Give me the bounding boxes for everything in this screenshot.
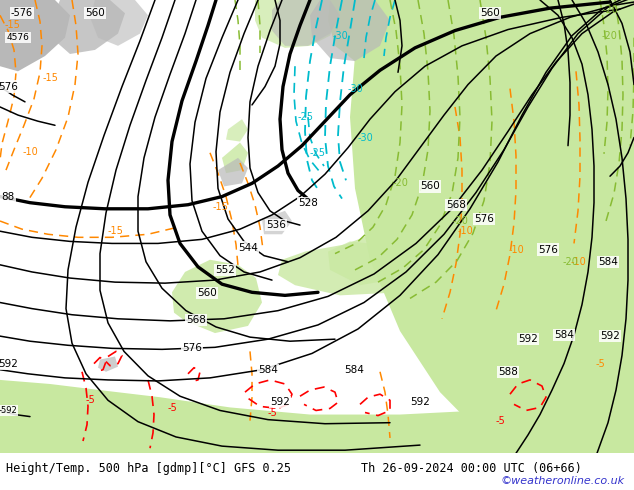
Text: 592: 592 [270, 397, 290, 407]
Text: -30: -30 [357, 132, 373, 143]
Polygon shape [0, 380, 634, 453]
Text: -30: -30 [332, 31, 348, 41]
Text: -15: -15 [212, 202, 228, 212]
Text: 568: 568 [186, 315, 206, 325]
Text: 592: 592 [410, 397, 430, 407]
Text: -10: -10 [508, 245, 524, 254]
Polygon shape [350, 0, 634, 453]
Text: -576: -576 [11, 8, 33, 18]
Polygon shape [428, 61, 560, 147]
Text: 560: 560 [420, 181, 440, 192]
Text: 588: 588 [498, 367, 518, 377]
Text: 560: 560 [197, 288, 217, 298]
Text: -5: -5 [595, 359, 605, 368]
Text: 584: 584 [554, 330, 574, 340]
Text: -30: -30 [347, 84, 363, 94]
Polygon shape [52, 0, 125, 54]
Text: -20: -20 [392, 178, 408, 188]
Polygon shape [222, 143, 248, 173]
Text: 560: 560 [480, 8, 500, 18]
Polygon shape [328, 0, 420, 61]
Text: 584: 584 [598, 257, 618, 267]
Text: 544: 544 [238, 243, 258, 252]
Text: 568: 568 [446, 200, 466, 210]
Text: -592: -592 [0, 406, 17, 415]
Text: -20: -20 [602, 5, 618, 15]
Polygon shape [272, 0, 340, 46]
Text: 592: 592 [600, 331, 620, 341]
Text: 584: 584 [344, 365, 364, 375]
Polygon shape [255, 0, 340, 48]
Text: -10: -10 [570, 257, 586, 267]
Polygon shape [328, 242, 395, 285]
Polygon shape [262, 211, 292, 234]
Text: 576: 576 [474, 214, 494, 224]
Text: Height/Temp. 500 hPa [gdmp][°C] GFS 0.25: Height/Temp. 500 hPa [gdmp][°C] GFS 0.25 [6, 462, 292, 475]
Text: 592: 592 [0, 359, 18, 368]
Text: -20: -20 [452, 216, 468, 226]
Polygon shape [278, 209, 475, 295]
Text: -25: -25 [298, 112, 314, 122]
Text: -15: -15 [42, 74, 58, 83]
Text: 576: 576 [182, 343, 202, 353]
Text: Th 26-09-2024 00:00 UTC (06+66): Th 26-09-2024 00:00 UTC (06+66) [361, 462, 582, 475]
Text: 552: 552 [215, 265, 235, 275]
Text: -10: -10 [22, 147, 38, 157]
Text: 584: 584 [258, 365, 278, 375]
Polygon shape [172, 260, 262, 333]
Text: 4576: 4576 [6, 33, 29, 42]
Text: -15: -15 [4, 21, 20, 30]
Text: 536: 536 [266, 220, 286, 230]
Polygon shape [226, 119, 248, 142]
Text: 88: 88 [1, 192, 15, 201]
Text: 576: 576 [538, 245, 558, 254]
Text: -15: -15 [107, 226, 123, 236]
Polygon shape [218, 158, 248, 186]
Text: -20: -20 [562, 257, 578, 267]
Text: -25: -25 [310, 148, 326, 158]
Polygon shape [310, 0, 390, 61]
Text: -10: -10 [457, 226, 473, 236]
Text: 576: 576 [0, 81, 18, 92]
Text: 592: 592 [518, 334, 538, 344]
Text: 560: 560 [85, 8, 105, 18]
Polygon shape [0, 0, 70, 72]
Text: ©weatheronline.co.uk: ©weatheronline.co.uk [500, 476, 624, 486]
Text: -5: -5 [495, 416, 505, 426]
Text: -5: -5 [267, 408, 277, 417]
Polygon shape [98, 357, 118, 372]
Text: 528: 528 [298, 197, 318, 208]
Text: -5: -5 [85, 395, 95, 405]
Polygon shape [90, 0, 148, 46]
Text: -5: -5 [167, 403, 177, 414]
Text: -20: -20 [601, 31, 617, 41]
